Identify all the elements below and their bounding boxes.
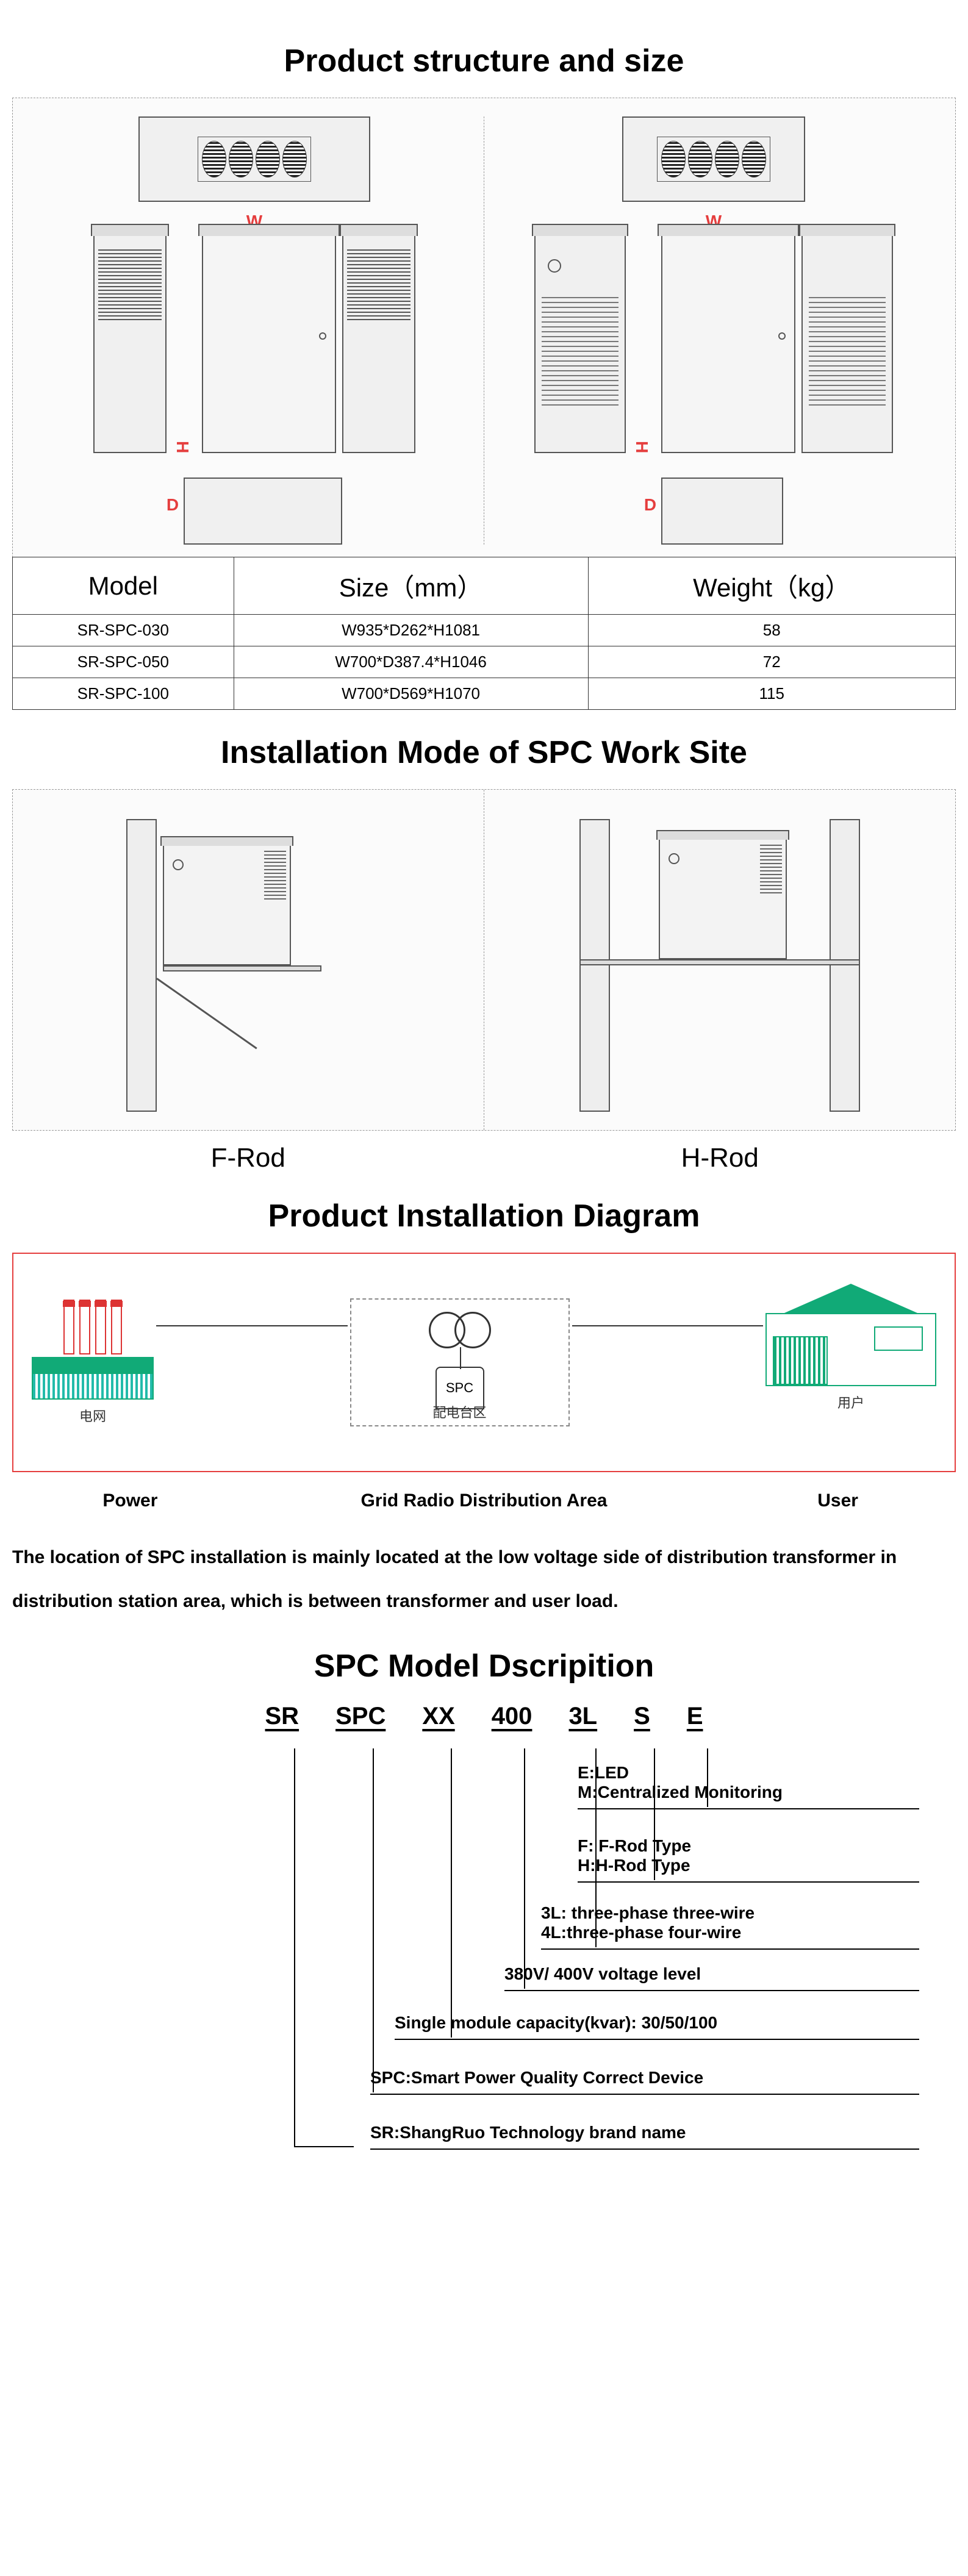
table-cell: W935*D262*H1081	[234, 615, 588, 646]
connector-line	[654, 1748, 655, 1880]
table-cell: SR-SPC-030	[13, 615, 234, 646]
depth-block-left	[184, 478, 342, 545]
model-code-3l: 3L	[562, 1703, 603, 1730]
user-cn-label: 用户	[837, 1392, 864, 1412]
connector-line	[524, 1748, 525, 1989]
col-size: Size（mm）	[234, 557, 588, 615]
model-desc-title: SPC Model Dscripition	[12, 1648, 956, 1684]
model-desc-line: 3L: three-phase three-wire4L:three-phase…	[541, 1901, 919, 1950]
model-bracket-diagram: E:LEDM:Centralized Monitoring F: F-Rod Ty…	[12, 1748, 956, 2175]
table-row: SR-SPC-030W935*D262*H108158	[13, 615, 956, 646]
diagram-labels: Power Grid Radio Distribution Area User	[12, 1490, 956, 1511]
table-cell: 58	[588, 615, 956, 646]
dim-h-label: H	[173, 441, 192, 453]
transformer-icon	[429, 1312, 491, 1348]
model-code-sr: SR	[259, 1703, 306, 1730]
model-code-xx: XX	[416, 1703, 461, 1730]
cabinet-side-right	[534, 234, 626, 453]
model-code-400: 400	[486, 1703, 539, 1730]
depth-block-right	[661, 478, 783, 545]
col-weight: Weight（kg）	[588, 557, 956, 615]
table-cell: W700*D387.4*H1046	[234, 646, 588, 678]
install-mode-title: Installation Mode of SPC Work Site	[12, 734, 956, 771]
structure-diagrams: W H D W H	[12, 98, 956, 557]
model-desc-text: SR:ShangRuo Technology brand name	[370, 2120, 919, 2150]
f-rod-diagram	[13, 790, 484, 1130]
install-description: The location of SPC installation is main…	[12, 1536, 956, 1623]
dim-d-label-r: D	[644, 495, 656, 515]
table-cell: SR-SPC-050	[13, 646, 234, 678]
model-desc-line: Single module capacity(kvar): 30/50/100	[395, 2011, 919, 2040]
model-desc-line: 380V/ 400V voltage level	[504, 1962, 919, 1991]
cabinet-front-left	[202, 234, 336, 453]
model-desc-line: SPC:Smart Power Quality Correct Device	[370, 2066, 919, 2095]
table-cell: 72	[588, 646, 956, 678]
structure-title: Product structure and size	[12, 43, 956, 79]
model-desc-text: Single module capacity(kvar): 30/50/100	[395, 2011, 919, 2040]
table-cell: 115	[588, 678, 956, 710]
user-label: User	[720, 1490, 956, 1511]
connector-line	[373, 1748, 374, 2092]
f-rod-label: F-Rod	[12, 1143, 484, 1173]
model-desc-text: E:LEDM:Centralized Monitoring	[578, 1761, 919, 1809]
dist-cn-label: 配电台区	[432, 1402, 486, 1422]
install-diagram: 电网 SPC 配电台区 用户	[12, 1253, 956, 1472]
connector-line	[707, 1748, 708, 1807]
distribution-area: SPC 配电台区	[350, 1298, 570, 1426]
top-view-right	[622, 116, 805, 202]
dist-label: Grid Radio Distribution Area	[248, 1490, 720, 1511]
dim-h-label-r: H	[632, 441, 651, 453]
connector-line	[451, 1748, 452, 2038]
col-model: Model	[13, 557, 234, 615]
size-table: Model Size（mm） Weight（kg） SR-SPC-030W935…	[12, 557, 956, 710]
model-desc-text: SPC:Smart Power Quality Correct Device	[370, 2066, 919, 2095]
model-desc-line: F: F-Rod TypeH:H-Rod Type	[578, 1834, 919, 1883]
connector-line	[595, 1748, 597, 1947]
table-row: SR-SPC-050W700*D387.4*H104672	[13, 646, 956, 678]
model-code-spc: SPC	[329, 1703, 392, 1730]
model-desc-line: E:LEDM:Centralized Monitoring	[578, 1761, 919, 1809]
cabinet-side-left-2	[342, 234, 415, 453]
model-desc-text: 380V/ 400V voltage level	[504, 1962, 919, 1991]
model-desc-line: SR:ShangRuo Technology brand name	[370, 2120, 919, 2150]
model-code-s: S	[628, 1703, 656, 1730]
user-house-icon: 用户	[765, 1313, 936, 1412]
model-code-e: E	[681, 1703, 709, 1730]
table-cell: W700*D569*H1070	[234, 678, 588, 710]
table-cell: SR-SPC-100	[13, 678, 234, 710]
power-cn-label: 电网	[79, 1406, 106, 1425]
model-desc-text: F: F-Rod TypeH:H-Rod Type	[578, 1834, 919, 1883]
top-view-left	[138, 116, 370, 202]
model-codes: SR SPC XX 400 3L SE	[12, 1703, 956, 1730]
h-rod-diagram	[484, 790, 955, 1130]
install-diagram-title: Product Installation Diagram	[12, 1198, 956, 1234]
structure-left: W H D	[25, 116, 484, 545]
connector-line	[294, 1748, 354, 2147]
h-rod-label: H-Rod	[484, 1143, 956, 1173]
cabinet-side-right-2	[801, 234, 893, 453]
dim-d-label: D	[167, 495, 179, 515]
structure-right: W H D	[484, 116, 943, 545]
rod-labels: F-Rod H-Rod	[12, 1143, 956, 1173]
cabinet-side-left	[93, 234, 167, 453]
power-label: Power	[12, 1490, 248, 1511]
model-desc-text: 3L: three-phase three-wire4L:three-phase…	[541, 1901, 919, 1950]
power-plant-icon: 电网	[32, 1300, 154, 1425]
install-mode-diagrams	[12, 789, 956, 1131]
table-row: SR-SPC-100W700*D569*H1070115	[13, 678, 956, 710]
cabinet-front-right	[661, 234, 795, 453]
